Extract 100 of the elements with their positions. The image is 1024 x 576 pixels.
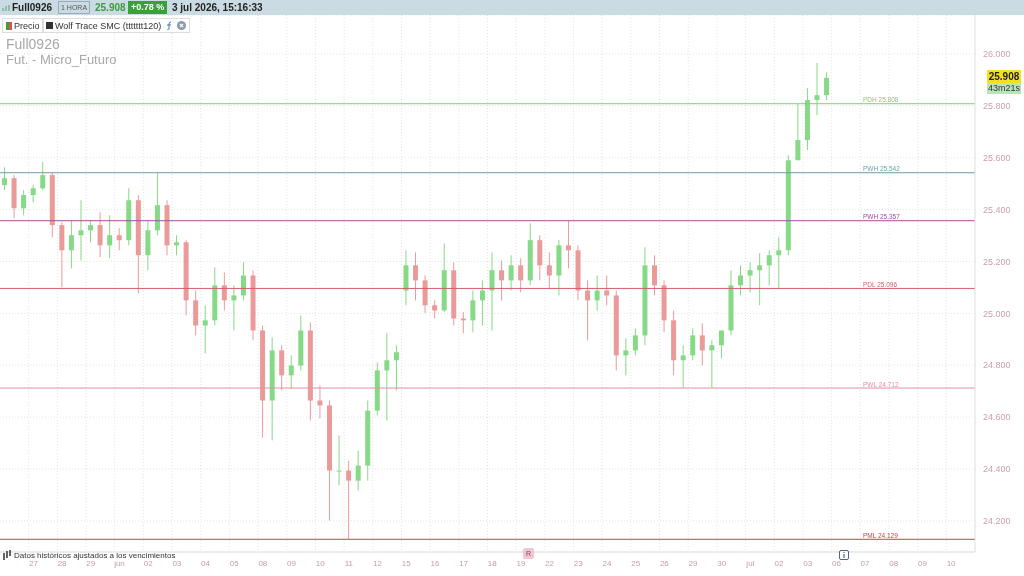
candlestick [652,254,657,296]
candlestick [202,304,208,354]
candlestick [489,251,495,331]
x-tick-label: 27 [29,558,39,568]
candlestick [747,261,753,293]
x-tick-label: 15 [401,558,412,568]
y-tick-label: 24.600 [983,412,1011,423]
y-tick-label: 25.000 [983,308,1011,319]
x-tick-label: 04 [201,558,211,568]
x-tick-label: 22 [545,558,555,568]
candlestick [413,251,419,301]
candlestick [355,450,361,492]
x-tick-label: 03 [803,558,813,568]
text: 25.908 [987,69,1021,83]
text: Fut. - Micro_Futuro [6,52,117,67]
candlestick [107,214,113,259]
candlestick [757,252,763,306]
candlestick [594,274,600,311]
x-tick-label: 08 [889,558,899,568]
candlestick [508,254,514,291]
candlestick [518,257,524,293]
x-tick-label: 05 [229,558,240,568]
x-tick-label: 24 [602,558,612,568]
candlestick [680,344,686,389]
x-tick-label: 30 [717,558,727,568]
text: 3 jul 2026, 15:16:33 [172,2,263,13]
candlestick [738,264,744,296]
y-tick-label: 26.000 [983,49,1011,60]
candlestick [718,329,724,359]
text: 25.908 [95,2,126,13]
candlestick [78,199,84,261]
x-tick-label: jul [745,558,755,568]
x-tick-label: 23 [573,558,584,568]
candlestick [824,71,830,101]
y-tick-label: 25.600 [983,152,1011,163]
candlestick [479,279,485,327]
x-tick-label: 10 [315,558,326,568]
x-tick-label: 10 [946,558,957,568]
candlestick [585,279,591,341]
x-tick-label: 29 [86,558,96,568]
candlestick [565,220,571,269]
candlestick [346,460,352,540]
x-tick-label: 25 [631,558,641,568]
candlestick [40,161,46,191]
candlestick [499,259,505,301]
candlestick [231,284,237,331]
candlestick [470,290,476,333]
candlestick [221,271,227,311]
candlestick [97,211,103,258]
candlestick [384,332,390,421]
candlestick [68,219,74,269]
candlestick [623,338,629,376]
x-tick-label: 03 [172,558,182,568]
candlestick [432,299,438,320]
x-tick-label: 29 [688,558,699,568]
candlestick [776,236,782,289]
x-tick-label: 18 [487,558,498,568]
candlestick [88,219,94,243]
label-chip: Wolf Trace SMC (ttttttt120) [42,18,191,33]
candlestick [174,234,180,256]
x-tick-label: 09 [917,558,928,568]
x-tick-label: 17 [459,558,469,568]
candlestick [240,261,246,301]
x-tick-label: 02 [774,558,785,568]
y-tick-label: 24.800 [983,360,1011,371]
candlestick [546,251,552,289]
candlestick [766,249,772,286]
candlestick [690,327,696,361]
x-tick-label: 11 [344,558,354,568]
y-tick-label: 24.400 [983,464,1011,475]
candlestick [699,322,705,366]
y-tick-label: 25.400 [983,204,1011,215]
x-tick-label: 26 [659,558,670,568]
x-tick-label: 02 [143,558,154,568]
label-chip: Precio [2,18,44,33]
candlestick [116,227,122,251]
candlestick [2,166,7,191]
x-tick-label: 08 [258,558,268,568]
candlestick [632,327,638,356]
candlestick [393,344,399,391]
y-tick-label: 24.200 [983,516,1011,527]
x-tick-label: jun [113,558,125,568]
x-tick-label: 06 [831,558,842,568]
text: +0.78 % [128,1,168,14]
candlestick [21,189,27,216]
candlestick [288,354,294,390]
x-tick-label: 28 [57,558,68,568]
y-tick-label: 25.800 [983,100,1011,111]
y-tick-label: 25.200 [983,256,1011,267]
x-tick-label: 19 [516,558,526,568]
text: Full0926 [6,36,60,52]
x-tick-label: 09 [287,558,297,568]
text: 43m21s [987,82,1021,94]
x-tick-label: 07 [860,558,871,568]
x-tick-label: 12 [373,558,383,568]
candlestick [709,339,715,389]
candlestick [336,435,342,487]
chart-title: Full0926 [12,2,53,13]
annotation: Datos históricos ajustados a los vencimientos [14,551,176,560]
x-tick-label: 16 [430,558,440,568]
